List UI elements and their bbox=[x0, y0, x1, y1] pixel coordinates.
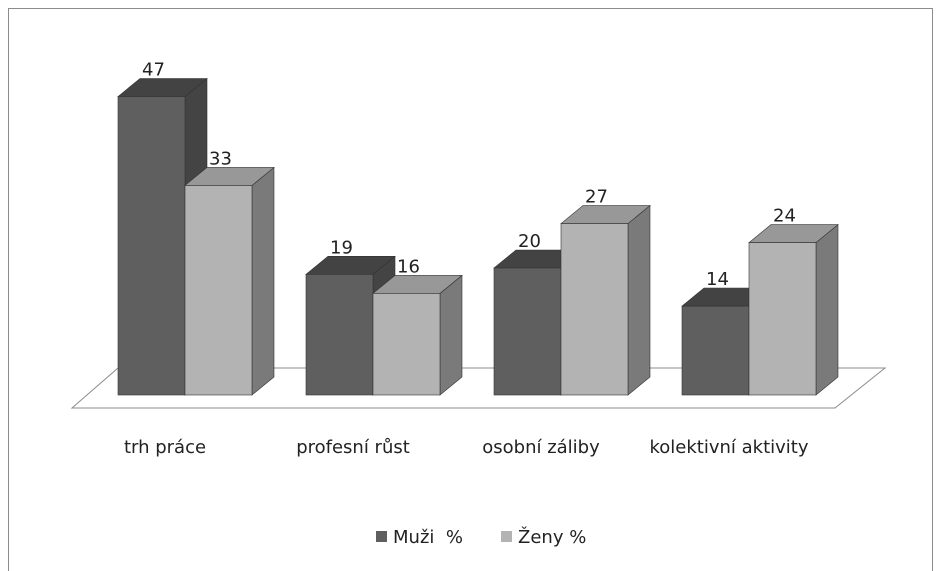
bar-side bbox=[439, 274, 463, 396]
data-label: 24 bbox=[773, 206, 796, 227]
bar-side bbox=[627, 204, 651, 396]
bar bbox=[681, 305, 750, 396]
legend-swatch bbox=[501, 531, 512, 542]
legend-label: Ženy % bbox=[518, 526, 586, 548]
data-label: 27 bbox=[585, 187, 608, 208]
data-label: 19 bbox=[330, 237, 353, 258]
data-label: 16 bbox=[397, 256, 420, 277]
bar-side bbox=[815, 223, 839, 396]
x-tick-label: osobní záliby bbox=[482, 437, 600, 458]
data-label: 33 bbox=[209, 148, 232, 169]
data-label: 14 bbox=[706, 269, 729, 290]
x-tick-label: kolektivní aktivity bbox=[649, 437, 809, 458]
bar bbox=[184, 185, 253, 396]
bar bbox=[305, 274, 374, 396]
bar bbox=[372, 293, 441, 396]
bar bbox=[117, 96, 186, 396]
bar bbox=[493, 267, 562, 396]
bar bbox=[560, 223, 629, 396]
x-tick-label: profesní růst bbox=[296, 437, 410, 458]
data-label: 47 bbox=[142, 60, 165, 81]
legend-label: Muži % bbox=[393, 527, 463, 548]
data-label: 20 bbox=[518, 231, 541, 252]
x-tick-label: trh práce bbox=[123, 437, 207, 458]
legend-swatch bbox=[376, 531, 387, 542]
chart-border bbox=[8, 8, 933, 571]
bar-side bbox=[251, 166, 275, 396]
bar bbox=[748, 242, 817, 396]
